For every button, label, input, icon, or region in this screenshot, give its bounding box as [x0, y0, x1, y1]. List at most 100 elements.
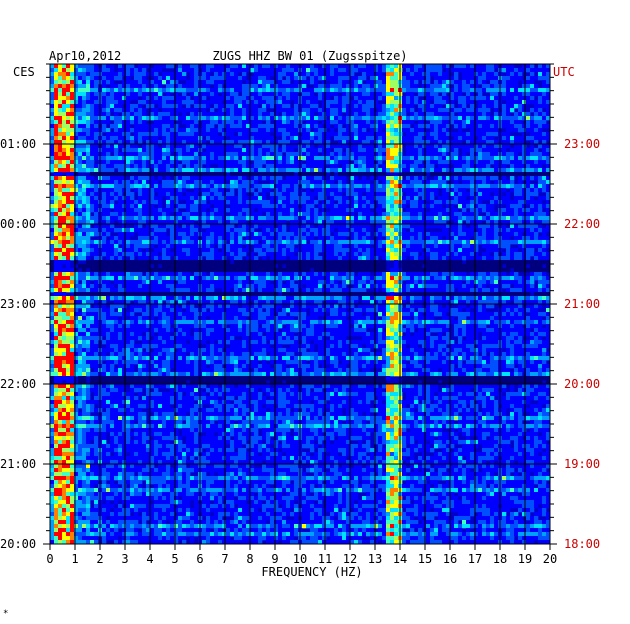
spectrogram-cell	[466, 84, 471, 89]
spectrogram-cell	[526, 212, 531, 217]
spectrogram-cell	[62, 152, 67, 157]
spectrogram-cell	[238, 120, 243, 125]
spectrogram-cell	[122, 120, 127, 125]
spectrogram-cell	[546, 212, 551, 217]
spectrogram-cell	[462, 120, 467, 125]
spectrogram-cell	[294, 80, 299, 85]
spectrogram-cell	[178, 116, 183, 121]
spectrogram-cell	[414, 88, 419, 93]
spectrogram-cell	[478, 200, 483, 205]
spectrogram-cell	[278, 152, 283, 157]
spectrogram-cell	[438, 72, 443, 77]
spectrogram-cell	[114, 108, 119, 113]
spectrogram-cell	[166, 216, 171, 221]
spectrogram-cell	[86, 116, 91, 121]
spectrogram-cell	[170, 224, 175, 229]
spectrogram-cell	[54, 76, 59, 81]
spectrogram-cell	[486, 152, 491, 157]
spectrogram-cell	[238, 180, 243, 185]
spectrogram-cell	[234, 92, 239, 97]
spectrogram-cell	[54, 164, 59, 169]
spectrogram-cell	[482, 172, 487, 177]
spectrogram-cell	[438, 164, 443, 169]
spectrogram-cell	[158, 224, 163, 229]
spectrogram-cell	[286, 80, 291, 85]
spectrogram-cell	[286, 88, 291, 93]
spectrogram-cell	[314, 116, 319, 121]
spectrogram-cell	[402, 188, 407, 193]
spectrogram-cell	[154, 136, 159, 141]
spectrogram-cell	[250, 224, 255, 229]
spectrogram-cell	[266, 136, 271, 141]
spectrogram-cell	[306, 184, 311, 189]
spectrogram-cell	[446, 188, 451, 193]
spectrogram-cell	[526, 92, 531, 97]
spectrogram-cell	[274, 196, 279, 201]
spectrogram-cell	[246, 228, 251, 233]
spectrogram-cell	[362, 64, 367, 69]
spectrogram-cell	[218, 224, 223, 229]
spectrogram-cell	[218, 84, 223, 89]
spectrogram-cell	[370, 80, 375, 85]
spectrogram-cell	[278, 172, 283, 177]
spectrogram-cell	[290, 156, 295, 161]
spectrogram-cell	[262, 124, 267, 129]
spectrogram-cell	[514, 156, 519, 161]
spectrogram-cell	[190, 216, 195, 221]
spectrogram-cell	[218, 76, 223, 81]
spectrogram-cell	[214, 68, 219, 73]
spectrogram-cell	[70, 232, 75, 237]
spectrogram-cell	[446, 168, 451, 173]
spectrogram-cell	[314, 152, 319, 157]
spectrogram-cell	[254, 152, 259, 157]
spectrogram-cell	[518, 228, 523, 233]
spectrogram-cell	[406, 172, 411, 177]
spectrogram-cell	[102, 216, 107, 221]
spectrogram-cell	[382, 192, 387, 197]
spectrogram-cell	[170, 112, 175, 117]
spectrogram-cell	[538, 200, 543, 205]
spectrogram-cell	[518, 212, 523, 217]
spectrogram-cell	[486, 116, 491, 121]
spectrogram-cell	[426, 156, 431, 161]
spectrogram-cell	[406, 196, 411, 201]
spectrogram-cell	[158, 68, 163, 73]
spectrogram-cell	[470, 156, 475, 161]
spectrogram-cell	[302, 200, 307, 205]
spectrogram-cell	[522, 184, 527, 189]
spectrogram-cell	[342, 188, 347, 193]
spectrogram-cell	[62, 160, 67, 165]
spectrogram-cell	[118, 208, 123, 213]
spectrogram-cell	[462, 172, 467, 177]
spectrogram-cell	[158, 184, 163, 189]
spectrogram-cell	[94, 196, 99, 201]
spectrogram-cell	[266, 104, 271, 109]
spectrogram-cell	[426, 152, 431, 157]
spectrogram-cell	[406, 64, 411, 69]
spectrogram-cell	[494, 196, 499, 201]
spectrogram-cell	[470, 212, 475, 217]
spectrogram-cell	[494, 224, 499, 229]
spectrogram-cell	[274, 84, 279, 89]
spectrogram-cell	[254, 108, 259, 113]
spectrogram-cell	[542, 160, 547, 165]
spectrogram-cell	[82, 236, 87, 241]
spectrogram-cell	[474, 160, 479, 165]
spectrogram-cell	[202, 68, 207, 73]
spectrogram-cell	[294, 136, 299, 141]
spectrogram-cell	[70, 68, 75, 73]
spectrogram-cell	[354, 228, 359, 233]
spectrogram-cell	[406, 120, 411, 125]
spectrogram-cell	[386, 208, 391, 213]
spectrogram-cell	[334, 76, 339, 81]
spectrogram-cell	[146, 96, 151, 101]
spectrogram-cell	[270, 168, 275, 173]
spectrogram-cell	[282, 144, 287, 149]
spectrogram-cell	[418, 76, 423, 81]
spectrogram-cell	[114, 148, 119, 153]
spectrogram-cell	[366, 168, 371, 173]
spectrogram-cell	[506, 104, 511, 109]
spectrogram-cell	[86, 128, 91, 133]
spectrogram-cell	[234, 84, 239, 89]
spectrogram-cell	[502, 88, 507, 93]
